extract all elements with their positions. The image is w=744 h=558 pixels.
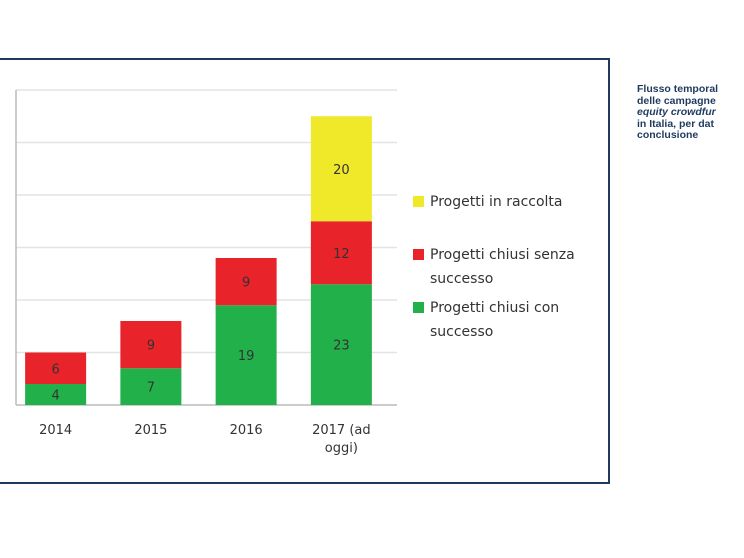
caption-line: conclusione xyxy=(637,129,699,141)
caption-line: Flusso temporal xyxy=(637,83,719,95)
bar-segment xyxy=(310,284,372,405)
bar-segment xyxy=(215,305,277,405)
caption-line: in Italia, per dat xyxy=(637,117,715,130)
bar-segment xyxy=(25,384,87,405)
bar-segment xyxy=(120,368,182,405)
x-tick-label: oggi) xyxy=(325,441,358,456)
legend-label: successo xyxy=(430,271,493,287)
legend-swatch xyxy=(413,196,424,207)
legend-swatch xyxy=(413,249,424,260)
bar-segment xyxy=(310,221,372,285)
legend-label: successo xyxy=(430,324,493,340)
legend-label: Progetti chiusi senza xyxy=(430,247,575,263)
x-tick-label: 2016 xyxy=(230,423,263,438)
data-label: 9 xyxy=(147,339,155,354)
bar-segment xyxy=(215,258,277,306)
bar-segment xyxy=(120,321,182,369)
bar-segment xyxy=(310,116,372,222)
x-tick-label: 2014 xyxy=(39,423,72,438)
data-label: 7 xyxy=(147,381,155,396)
legend-label: Progetti in raccolta xyxy=(430,194,563,210)
data-label: 19 xyxy=(238,349,255,364)
chart-caption: Flusso temporal delle campagne equity cr… xyxy=(637,83,719,142)
legend-swatch xyxy=(413,302,424,313)
data-label: 12 xyxy=(333,247,350,262)
bar-segment xyxy=(25,352,87,384)
chart-frame xyxy=(0,58,610,484)
x-tick-label: 2017 (ad xyxy=(312,423,371,438)
data-label: 4 xyxy=(51,389,59,404)
caption-line: equity crowdfur xyxy=(637,106,716,118)
caption-line: delle campagne xyxy=(637,94,716,107)
data-label: 23 xyxy=(333,339,350,354)
x-tick-label: 2015 xyxy=(134,423,167,438)
data-label: 20 xyxy=(333,163,350,178)
data-label: 6 xyxy=(51,362,59,377)
data-label: 9 xyxy=(242,276,250,291)
legend-label: Progetti chiusi con xyxy=(430,300,559,316)
